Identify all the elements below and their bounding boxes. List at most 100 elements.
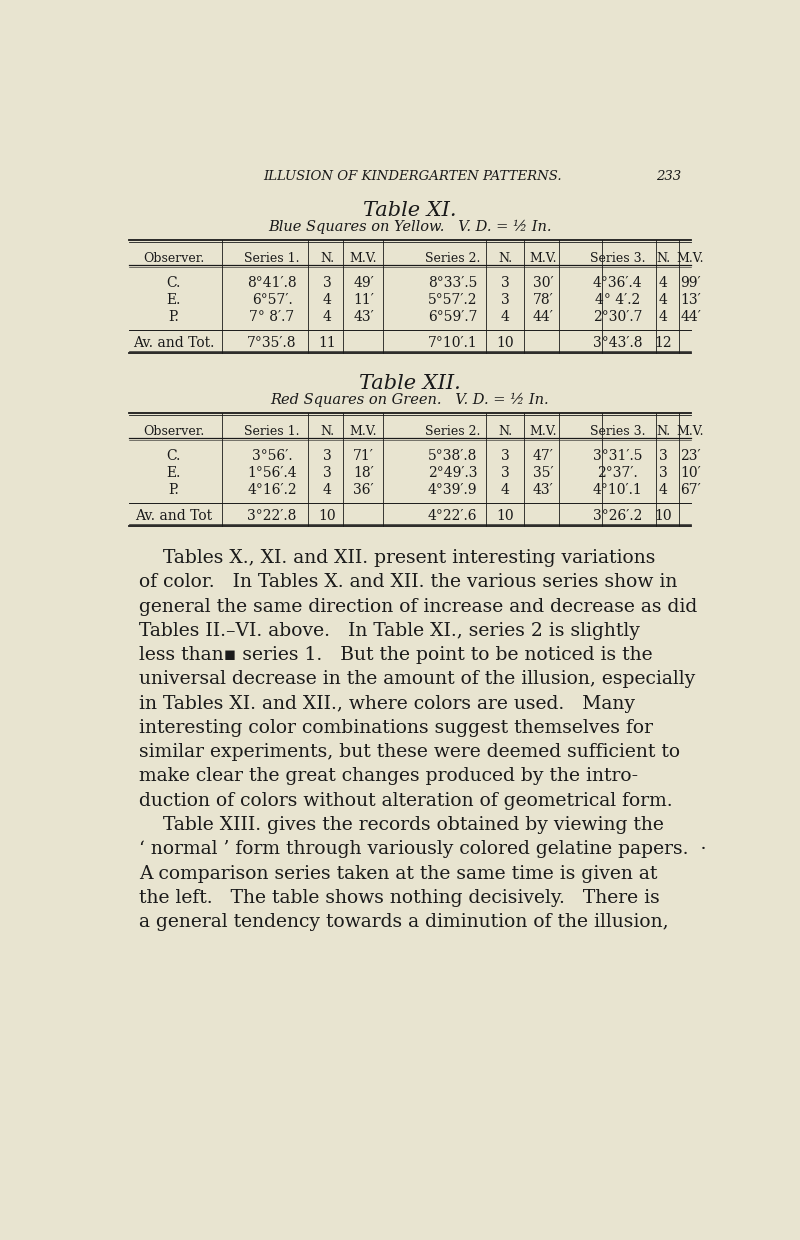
- Text: 3: 3: [501, 466, 510, 480]
- Text: 4°39′.9: 4°39′.9: [428, 484, 478, 497]
- Text: 11: 11: [318, 336, 336, 350]
- Text: 8°33′.5: 8°33′.5: [428, 275, 478, 290]
- Text: Series 1.: Series 1.: [244, 252, 300, 265]
- Text: 5°38′.8: 5°38′.8: [428, 449, 478, 463]
- Text: 99′: 99′: [680, 275, 701, 290]
- Text: Series 3.: Series 3.: [590, 425, 646, 438]
- Text: 7°35′.8: 7°35′.8: [247, 336, 297, 350]
- Text: Av. and Tot: Av. and Tot: [135, 510, 212, 523]
- Text: 3°56′.: 3°56′.: [252, 449, 292, 463]
- Text: 2°30′.7: 2°30′.7: [593, 310, 642, 324]
- Text: 3°31′.5: 3°31′.5: [593, 449, 642, 463]
- Text: Red Squares on Green.   V. D. = ½ In.: Red Squares on Green. V. D. = ½ In.: [270, 393, 550, 407]
- Text: 7°10′.1: 7°10′.1: [428, 336, 478, 350]
- Text: similar experiments, but these were deemed sufficient to: similar experiments, but these were deem…: [138, 743, 680, 761]
- Text: 71′: 71′: [353, 449, 374, 463]
- Text: less than▪ series 1.   But the point to be noticed is the: less than▪ series 1. But the point to be…: [138, 646, 652, 665]
- Text: E.: E.: [166, 466, 181, 480]
- Text: Av. and Tot.: Av. and Tot.: [133, 336, 214, 350]
- Text: 30′: 30′: [533, 275, 554, 290]
- Text: Series 3.: Series 3.: [590, 252, 646, 265]
- Text: 47′: 47′: [533, 449, 554, 463]
- Text: 10: 10: [497, 336, 514, 350]
- Text: 3: 3: [322, 275, 331, 290]
- Text: 233: 233: [656, 170, 682, 184]
- Text: 10: 10: [318, 510, 336, 523]
- Text: 4°22′.6: 4°22′.6: [428, 510, 478, 523]
- Text: M.V.: M.V.: [530, 425, 557, 438]
- Text: make clear the great changes produced by the intro-: make clear the great changes produced by…: [138, 768, 638, 785]
- Text: 67′: 67′: [680, 484, 701, 497]
- Text: 3°22′.8: 3°22′.8: [247, 510, 297, 523]
- Text: C.: C.: [166, 449, 181, 463]
- Text: 8°41′.8: 8°41′.8: [247, 275, 297, 290]
- Text: 49′: 49′: [353, 275, 374, 290]
- Text: 4°16′.2: 4°16′.2: [247, 484, 297, 497]
- Text: N.: N.: [498, 425, 512, 438]
- Text: N.: N.: [498, 252, 512, 265]
- Text: 4: 4: [322, 484, 331, 497]
- Text: 6°59′.7: 6°59′.7: [428, 310, 478, 324]
- Text: 44′: 44′: [680, 310, 701, 324]
- Text: 5°57′.2: 5°57′.2: [428, 293, 478, 306]
- Text: 1°56′.4: 1°56′.4: [247, 466, 297, 480]
- Text: N.: N.: [656, 252, 670, 265]
- Text: 3: 3: [659, 449, 668, 463]
- Text: 4: 4: [501, 484, 510, 497]
- Text: 10: 10: [497, 510, 514, 523]
- Text: duction of colors without alteration of geometrical form.: duction of colors without alteration of …: [138, 792, 672, 810]
- Text: E.: E.: [166, 293, 181, 306]
- Text: N.: N.: [656, 425, 670, 438]
- Text: universal decrease in the amount of the illusion, especially: universal decrease in the amount of the …: [138, 671, 695, 688]
- Text: 10′: 10′: [680, 466, 701, 480]
- Text: general the same direction of increase and decrease as did: general the same direction of increase a…: [138, 598, 697, 616]
- Text: 7° 8′.7: 7° 8′.7: [250, 310, 294, 324]
- Text: 4: 4: [659, 293, 668, 306]
- Text: Table XI.: Table XI.: [363, 201, 457, 221]
- Text: M.V.: M.V.: [677, 252, 704, 265]
- Text: 10: 10: [654, 510, 672, 523]
- Text: N.: N.: [320, 252, 334, 265]
- Text: 4: 4: [501, 310, 510, 324]
- Text: Table XIII. gives the records obtained by viewing the: Table XIII. gives the records obtained b…: [138, 816, 664, 835]
- Text: 3: 3: [659, 466, 668, 480]
- Text: Series 1.: Series 1.: [244, 425, 300, 438]
- Text: 3: 3: [501, 449, 510, 463]
- Text: 13′: 13′: [680, 293, 701, 306]
- Text: 6°57′.: 6°57′.: [252, 293, 293, 306]
- Text: 3: 3: [322, 466, 331, 480]
- Text: 3: 3: [501, 293, 510, 306]
- Text: ‘ normal ’ form through variously colored gelatine papers.  ·: ‘ normal ’ form through variously colore…: [138, 841, 706, 858]
- Text: 4: 4: [659, 484, 668, 497]
- Text: in Tables XI. and XII., where colors are used.   Many: in Tables XI. and XII., where colors are…: [138, 694, 634, 713]
- Text: a general tendency towards a diminution of the illusion,: a general tendency towards a diminution …: [138, 913, 668, 931]
- Text: A comparison series taken at the same time is given at: A comparison series taken at the same ti…: [138, 864, 657, 883]
- Text: 78′: 78′: [533, 293, 554, 306]
- Text: 4: 4: [659, 310, 668, 324]
- Text: P.: P.: [168, 484, 179, 497]
- Text: 3: 3: [322, 449, 331, 463]
- Text: ILLUSION OF KINDERGARTEN PATTERNS.: ILLUSION OF KINDERGARTEN PATTERNS.: [262, 170, 562, 184]
- Text: 3: 3: [501, 275, 510, 290]
- Text: 4: 4: [322, 293, 331, 306]
- Text: 4: 4: [322, 310, 331, 324]
- Text: M.V.: M.V.: [677, 425, 704, 438]
- Text: 11′: 11′: [353, 293, 374, 306]
- Text: 18′: 18′: [353, 466, 374, 480]
- Text: 2°49′.3: 2°49′.3: [428, 466, 478, 480]
- Text: Observer.: Observer.: [143, 425, 204, 438]
- Text: 35′: 35′: [533, 466, 554, 480]
- Text: Observer.: Observer.: [143, 252, 204, 265]
- Text: 43′: 43′: [533, 484, 554, 497]
- Text: Series 2.: Series 2.: [425, 252, 480, 265]
- Text: 3°43′.8: 3°43′.8: [593, 336, 642, 350]
- Text: 4: 4: [659, 275, 668, 290]
- Text: interesting color combinations suggest themselves for: interesting color combinations suggest t…: [138, 719, 653, 737]
- Text: Tables X., XI. and XII. present interesting variations: Tables X., XI. and XII. present interest…: [138, 549, 655, 567]
- Text: 44′: 44′: [533, 310, 554, 324]
- Text: 43′: 43′: [353, 310, 374, 324]
- Text: Table XII.: Table XII.: [359, 374, 461, 393]
- Text: Blue Squares on Yellow.   V. D. = ½ In.: Blue Squares on Yellow. V. D. = ½ In.: [268, 219, 552, 234]
- Text: the left.   The table shows nothing decisively.   There is: the left. The table shows nothing decisi…: [138, 889, 659, 906]
- Text: C.: C.: [166, 275, 181, 290]
